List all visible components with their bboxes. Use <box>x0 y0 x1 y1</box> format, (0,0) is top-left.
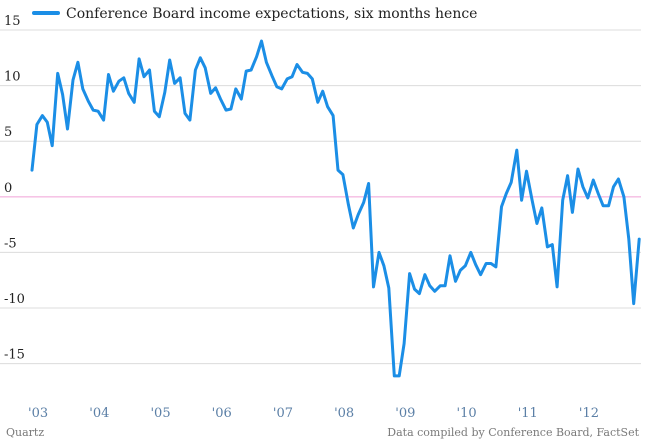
series-line <box>30 39 641 378</box>
x-tick-label: '10 <box>457 406 477 421</box>
y-axis-tick-labels: 15 10 5 0 -5 -10 -15 <box>4 14 25 363</box>
x-tick-label: '12 <box>579 406 599 421</box>
y-tick-label: -5 <box>4 236 17 251</box>
y-tick-label: 10 <box>4 70 21 85</box>
x-tick-label: '04 <box>89 406 109 421</box>
x-tick-label: '09 <box>395 406 415 421</box>
y-tick-label: -15 <box>4 348 25 363</box>
x-tick-label: '03 <box>28 406 48 421</box>
x-tick-label: '06 <box>212 406 232 421</box>
y-tick-label: 0 <box>4 181 12 196</box>
footer-source-brand: Quartz <box>6 426 45 439</box>
x-tick-label: '11 <box>518 406 538 421</box>
y-tick-label: 15 <box>4 14 21 29</box>
x-axis-tick-labels: '03 '04 '05 '06 '07 '08 '09 '10 '11 '12 <box>28 406 599 421</box>
x-tick-label: '07 <box>273 406 293 421</box>
y-tick-label: -10 <box>4 292 25 307</box>
footer-data-credit: Data compiled by Conference Board, FactS… <box>387 426 639 439</box>
legend-label: Conference Board income expectations, si… <box>66 6 477 22</box>
x-tick-label: '08 <box>334 406 354 421</box>
grid-lines <box>0 29 641 365</box>
series-layer <box>30 39 641 378</box>
y-tick-label: 5 <box>4 125 12 140</box>
legend: Conference Board income expectations, si… <box>32 6 477 22</box>
x-tick-label: '05 <box>150 406 170 421</box>
